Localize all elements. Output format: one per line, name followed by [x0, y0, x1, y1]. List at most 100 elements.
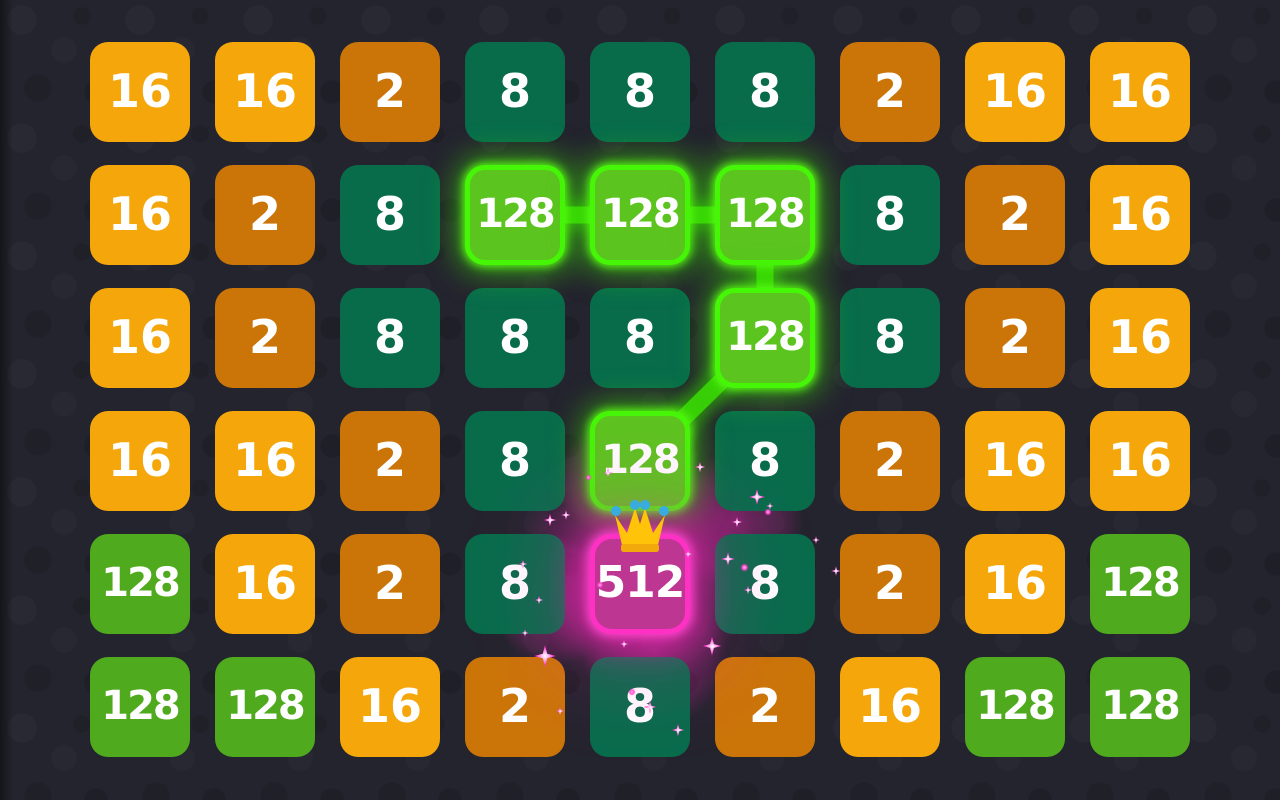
tile-value: 8	[623, 64, 656, 118]
tile-r1c8-16[interactable]: 16	[965, 42, 1065, 142]
tile-value: 16	[107, 187, 172, 241]
tile-value: 16	[1107, 433, 1172, 487]
tile-r1c7-2[interactable]: 2	[840, 42, 940, 142]
tile-r6c4-2[interactable]: 2	[465, 657, 565, 757]
tile-value: 16	[857, 679, 922, 733]
tile-value: 128	[476, 191, 555, 237]
tile-r4c7-2[interactable]: 2	[840, 411, 940, 511]
tile-value: 16	[982, 64, 1047, 118]
tile-r3c1-16[interactable]: 16	[90, 288, 190, 388]
tile-r5c2-16[interactable]: 16	[215, 534, 315, 634]
tile-value: 8	[498, 556, 531, 610]
tile-r4c1-16[interactable]: 16	[90, 411, 190, 511]
tile-r2c9-16[interactable]: 16	[1090, 165, 1190, 265]
tile-r6c8-128[interactable]: 128	[965, 657, 1065, 757]
tile-r6c7-16[interactable]: 16	[840, 657, 940, 757]
tile-r6c1-128[interactable]: 128	[90, 657, 190, 757]
tile-r5c8-16[interactable]: 16	[965, 534, 1065, 634]
tile-value: 16	[1107, 310, 1172, 364]
tile-r3c3-8[interactable]: 8	[340, 288, 440, 388]
tile-r1c5-8[interactable]: 8	[590, 42, 690, 142]
tile-value: 128	[601, 191, 680, 237]
tile-value: 2	[748, 679, 781, 733]
tile-r4c4-8[interactable]: 8	[465, 411, 565, 511]
tile-r4c6-8[interactable]: 8	[715, 411, 815, 511]
tile-r5c5-512[interactable]: 512	[590, 534, 690, 634]
tile-value: 16	[1107, 187, 1172, 241]
tile-r3c4-8[interactable]: 8	[465, 288, 565, 388]
tile-r2c5-128[interactable]: 128	[590, 165, 690, 265]
tile-r5c4-8[interactable]: 8	[465, 534, 565, 634]
tile-r2c7-8[interactable]: 8	[840, 165, 940, 265]
sparkle-star-icon	[812, 536, 820, 544]
tile-r6c9-128[interactable]: 128	[1090, 657, 1190, 757]
tile-value: 8	[748, 556, 781, 610]
tile-r1c2-16[interactable]: 16	[215, 42, 315, 142]
tile-value: 16	[232, 64, 297, 118]
tile-r5c1-128[interactable]: 128	[90, 534, 190, 634]
tile-r1c4-8[interactable]: 8	[465, 42, 565, 142]
tile-r6c3-16[interactable]: 16	[340, 657, 440, 757]
tile-value: 8	[873, 187, 906, 241]
tile-r2c1-16[interactable]: 16	[90, 165, 190, 265]
tile-r3c5-8[interactable]: 8	[590, 288, 690, 388]
sparkle-star-icon	[619, 639, 629, 649]
tile-r1c3-2[interactable]: 2	[340, 42, 440, 142]
tile-value: 128	[726, 314, 805, 360]
tile-value: 128	[101, 560, 180, 606]
tile-value: 16	[107, 433, 172, 487]
sparkle-star-icon	[731, 516, 743, 528]
tile-r5c9-128[interactable]: 128	[1090, 534, 1190, 634]
tile-value: 2	[998, 310, 1031, 364]
tile-r2c4-128[interactable]: 128	[465, 165, 565, 265]
tile-r5c3-2[interactable]: 2	[340, 534, 440, 634]
tile-r5c7-2[interactable]: 2	[840, 534, 940, 634]
tile-value: 128	[726, 191, 805, 237]
tile-r4c8-16[interactable]: 16	[965, 411, 1065, 511]
tile-r4c9-16[interactable]: 16	[1090, 411, 1190, 511]
tile-value: 16	[107, 64, 172, 118]
tile-value: 128	[601, 437, 680, 483]
tile-value: 16	[357, 679, 422, 733]
tile-value: 512	[595, 557, 686, 608]
tile-r3c2-2[interactable]: 2	[215, 288, 315, 388]
tile-value: 2	[373, 433, 406, 487]
tile-r3c7-8[interactable]: 8	[840, 288, 940, 388]
tile-value: 8	[373, 310, 406, 364]
tile-r3c9-16[interactable]: 16	[1090, 288, 1190, 388]
tile-value: 2	[498, 679, 531, 733]
tile-r2c6-128[interactable]: 128	[715, 165, 815, 265]
tile-value: 128	[1101, 560, 1180, 606]
tile-r5c6-8[interactable]: 8	[715, 534, 815, 634]
tile-value: 8	[498, 433, 531, 487]
tile-r1c1-16[interactable]: 16	[90, 42, 190, 142]
sparkle-star-icon	[543, 513, 557, 527]
tile-value: 16	[232, 433, 297, 487]
tile-value: 128	[101, 683, 180, 729]
tile-r4c3-2[interactable]: 2	[340, 411, 440, 511]
tile-r2c8-2[interactable]: 2	[965, 165, 1065, 265]
tile-value: 8	[623, 310, 656, 364]
tile-value: 16	[1107, 64, 1172, 118]
tile-r1c9-16[interactable]: 16	[1090, 42, 1190, 142]
tile-r4c5-128[interactable]: 128	[590, 411, 690, 511]
tile-value: 128	[226, 683, 305, 729]
tile-value: 2	[998, 187, 1031, 241]
tile-value: 8	[498, 310, 531, 364]
tile-value: 8	[748, 433, 781, 487]
tile-value: 2	[873, 64, 906, 118]
tile-value: 16	[107, 310, 172, 364]
tile-value: 2	[373, 64, 406, 118]
tile-r6c6-2[interactable]: 2	[715, 657, 815, 757]
tile-r3c6-128[interactable]: 128	[715, 288, 815, 388]
tile-value: 16	[232, 556, 297, 610]
tile-r1c6-8[interactable]: 8	[715, 42, 815, 142]
tile-r4c2-16[interactable]: 16	[215, 411, 315, 511]
tile-r3c8-2[interactable]: 2	[965, 288, 1065, 388]
tile-value: 2	[248, 187, 281, 241]
tile-r2c3-8[interactable]: 8	[340, 165, 440, 265]
tile-r2c2-2[interactable]: 2	[215, 165, 315, 265]
tile-r6c2-128[interactable]: 128	[215, 657, 315, 757]
tile-r6c5-8[interactable]: 8	[590, 657, 690, 757]
sparkle-star-icon	[561, 510, 571, 520]
